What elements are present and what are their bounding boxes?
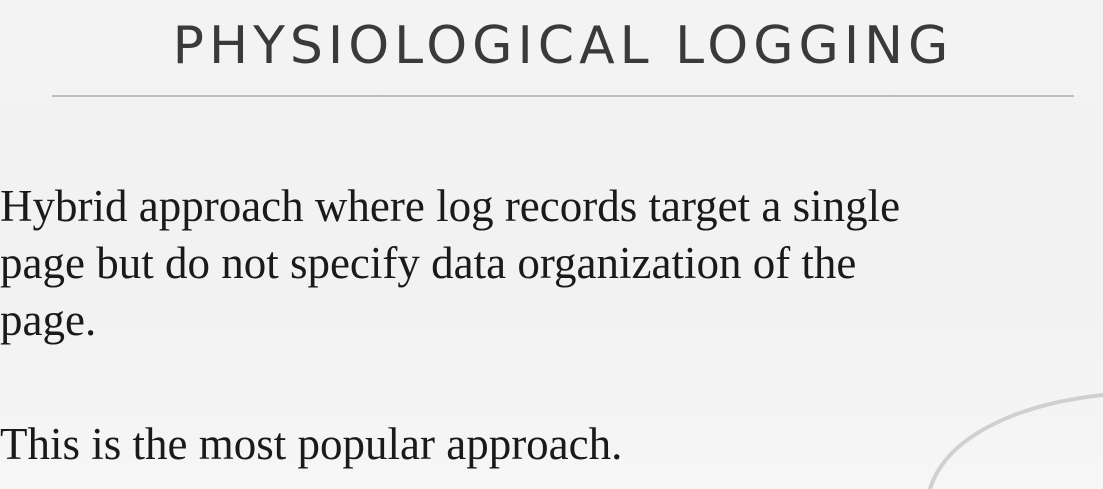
- slide-title: PHYSIOLOGICAL LOGGING: [172, 16, 954, 76]
- paragraph-most-popular: This is the most popular approach.: [0, 419, 623, 469]
- title-divider: [52, 95, 1074, 97]
- paragraph-hybrid-approach: Hybrid approach where log records target…: [0, 178, 900, 349]
- decorative-curve: [928, 393, 1103, 489]
- paragraph-line: page.: [0, 295, 97, 345]
- decorative-curve-path: [928, 393, 1103, 489]
- paragraph-line: Hybrid approach where log records target…: [0, 181, 901, 231]
- paragraph-line: page but do not specify data organizatio…: [0, 238, 857, 288]
